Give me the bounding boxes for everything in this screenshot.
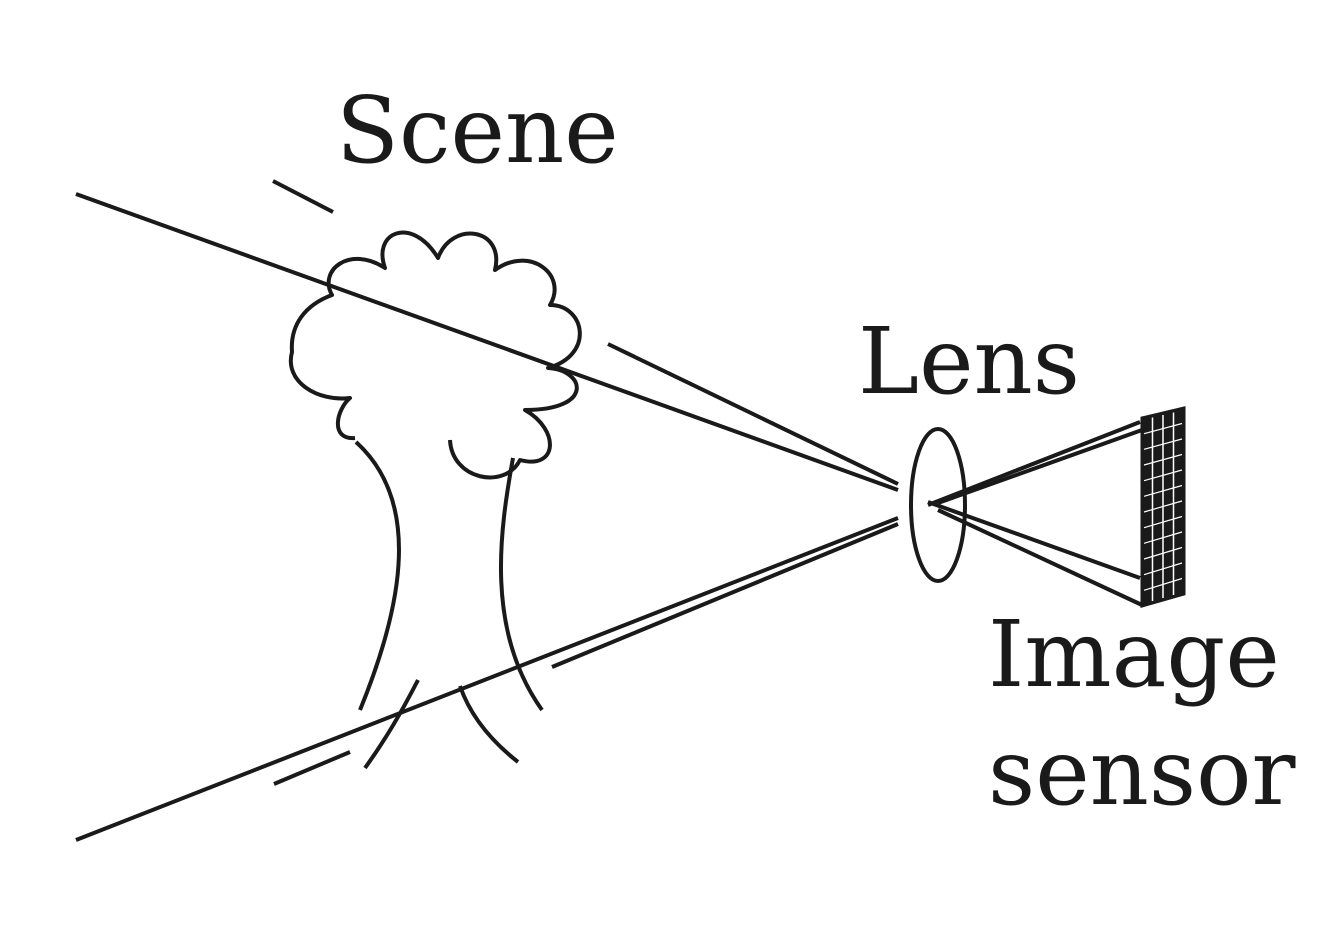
sensor-grid-row bbox=[1143, 500, 1183, 513]
sensor-label-line2: sensor bbox=[988, 719, 1296, 826]
ray-lower-fragment bbox=[273, 750, 351, 786]
incoming-rays bbox=[75, 179, 899, 842]
ray-out-4 bbox=[937, 508, 1143, 607]
ray-lower-long bbox=[75, 516, 899, 842]
ray-upper-long bbox=[75, 192, 899, 492]
lens-icon bbox=[909, 427, 967, 583]
tree-root-right bbox=[458, 685, 520, 764]
ray-out-3 bbox=[927, 500, 1141, 580]
image-sensor-icon bbox=[1140, 406, 1186, 608]
ray-upper-short bbox=[607, 342, 899, 486]
tree-canopy bbox=[288, 230, 582, 480]
tree-icon bbox=[288, 230, 582, 770]
sensor-label-line1: Image bbox=[988, 601, 1280, 708]
ray-out-2 bbox=[937, 428, 1143, 505]
ray-upper-fragment bbox=[272, 179, 334, 214]
sensor-grid-row bbox=[1143, 484, 1183, 497]
sensor-grid-row bbox=[1143, 515, 1183, 529]
ray-lower-short bbox=[551, 522, 899, 669]
sensor-grid-row bbox=[1143, 531, 1183, 544]
sensor-grid-row bbox=[1143, 469, 1183, 482]
ray-out-1 bbox=[927, 420, 1141, 507]
tree-trunk-right bbox=[499, 457, 544, 712]
sensor-grid-row bbox=[1143, 422, 1183, 435]
tree-trunk-left bbox=[354, 440, 401, 711]
sensor-grid-row bbox=[1143, 438, 1183, 450]
tree-root-left bbox=[363, 679, 420, 770]
sensor-grid-row bbox=[1143, 562, 1183, 576]
lens-label: Lens bbox=[858, 308, 1080, 415]
sensor-grid-row bbox=[1143, 453, 1183, 466]
scene-label: Scene bbox=[336, 77, 619, 184]
sensor-grid-row bbox=[1143, 546, 1183, 560]
sensor-grid bbox=[1143, 412, 1183, 601]
outgoing-rays bbox=[927, 420, 1143, 607]
sensor-grid-row bbox=[1143, 577, 1183, 591]
